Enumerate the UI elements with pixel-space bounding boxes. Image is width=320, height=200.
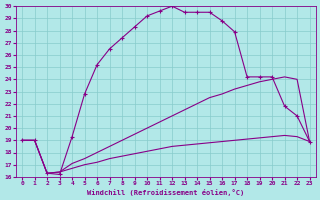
X-axis label: Windchill (Refroidissement éolien,°C): Windchill (Refroidissement éolien,°C)	[87, 189, 244, 196]
